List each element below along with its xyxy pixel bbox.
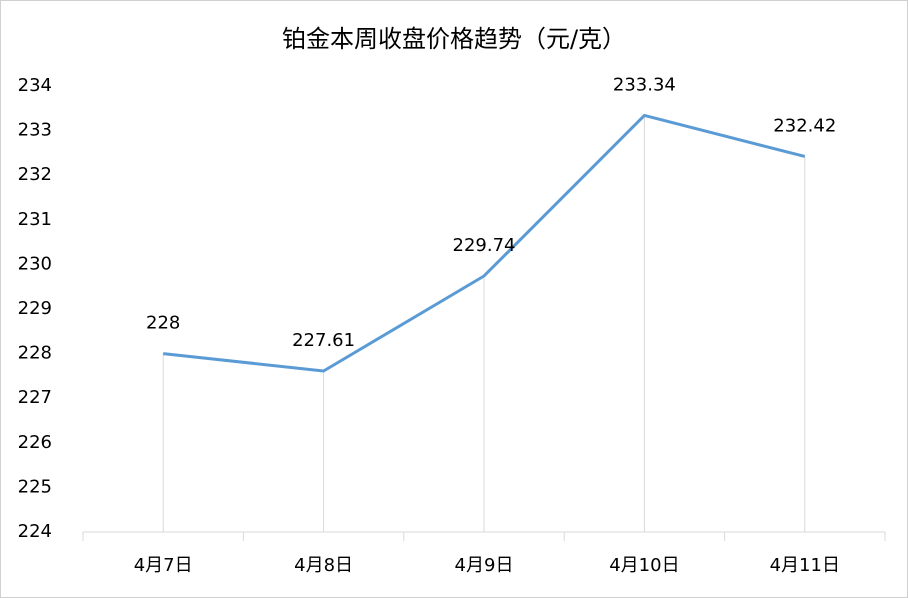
y-tick-label: 226: [18, 432, 52, 453]
y-tick-label: 232: [18, 164, 52, 185]
y-tick-label: 230: [18, 253, 52, 274]
x-tick-label: 4月11日: [770, 555, 840, 576]
data-label: 227.61: [292, 330, 355, 351]
data-line: [163, 113, 806, 373]
data-label: 229.74: [453, 235, 516, 256]
x-tick-label: 4月10日: [609, 555, 679, 576]
y-tick-label: 229: [18, 298, 52, 319]
data-label: 233.34: [613, 74, 676, 95]
x-tick-label: 4月8日: [294, 555, 353, 576]
y-tick-label: 228: [18, 343, 52, 364]
y-tick-label: 225: [18, 476, 52, 497]
data-label: 228: [146, 313, 180, 334]
y-tick-label: 227: [18, 387, 52, 408]
y-tick-label: 231: [18, 209, 52, 230]
data-label: 232.42: [773, 115, 836, 136]
x-tick-label: 4月7日: [134, 555, 193, 576]
y-tick-label: 233: [18, 120, 52, 141]
y-tick-label: 234: [18, 75, 52, 96]
chart-title: 铂金本周收盘价格趋势（元/克）: [282, 25, 626, 53]
y-tick-label: 224: [18, 521, 52, 542]
x-tick-label: 4月9日: [455, 555, 514, 576]
